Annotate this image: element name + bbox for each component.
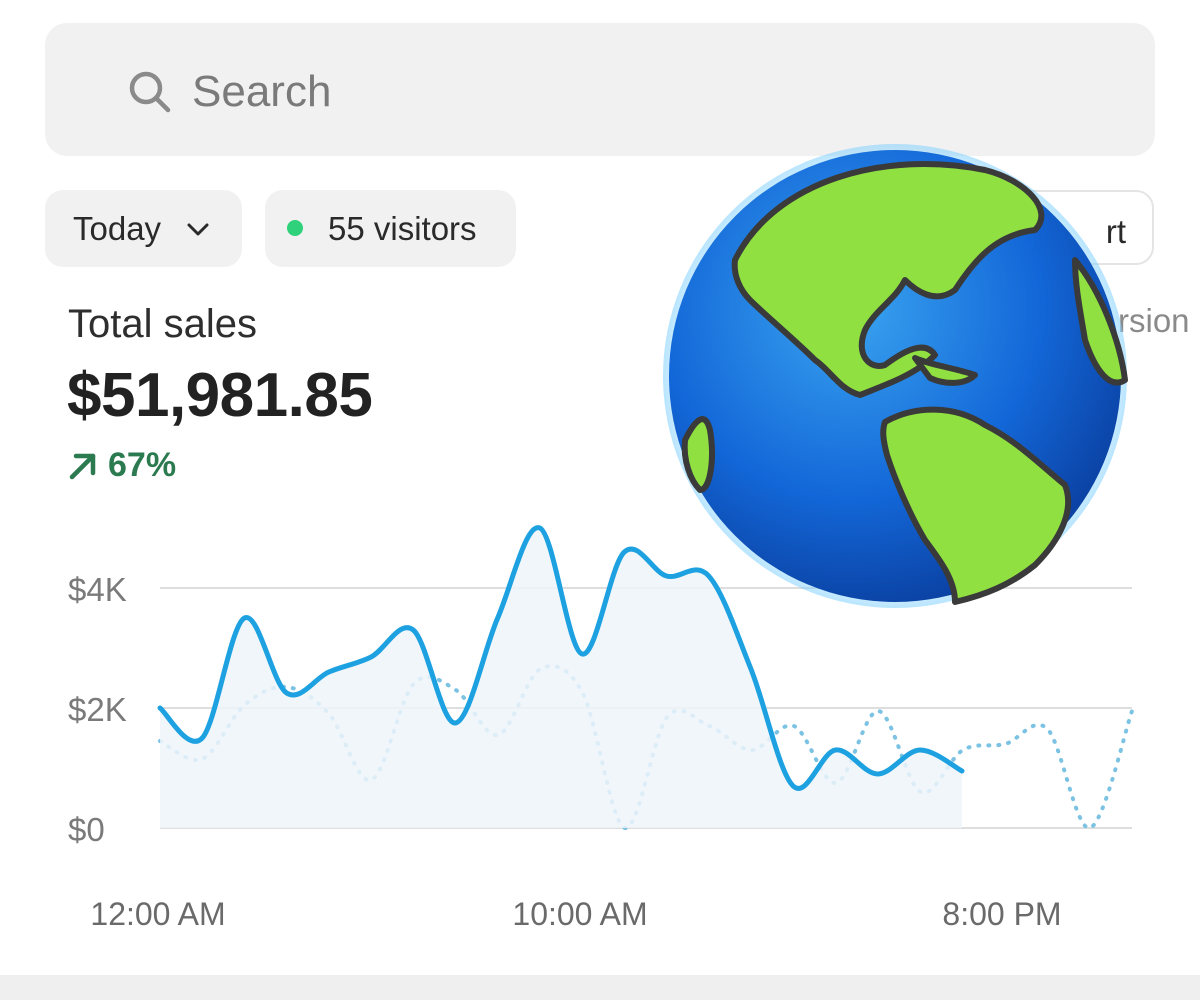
metric-change: 67% — [68, 446, 176, 485]
visitors-count: 55 visitors — [328, 210, 477, 247]
live-status-dot — [287, 220, 303, 236]
metric-title: Total sales — [68, 302, 257, 346]
globe-americas-icon — [663, 144, 1128, 608]
report-button-label: rt — [1105, 213, 1126, 250]
arrow-up-right-icon — [69, 453, 96, 479]
chevron-down-icon — [187, 223, 209, 236]
date-range-dropdown[interactable]: Today — [45, 190, 242, 267]
live-visitors-badge[interactable]: 55 visitors — [265, 190, 516, 267]
date-range-label: Today — [73, 210, 162, 247]
y-tick-label: $0 — [68, 811, 105, 848]
sales-line-chart: $0 $2K $4K 12:00 AM 10:00 AM 8:00 PM — [68, 525, 1134, 932]
y-tick-label: $2K — [68, 691, 127, 728]
conversion-label: rsion — [1118, 302, 1190, 339]
x-tick-label: 10:00 AM — [512, 896, 647, 932]
x-tick-label: 8:00 PM — [942, 896, 1061, 932]
x-tick-label: 12:00 AM — [90, 896, 225, 932]
search-input[interactable]: Search — [192, 67, 332, 116]
bottom-bar — [0, 975, 1200, 1000]
search-icon — [129, 71, 171, 113]
current-period-area — [160, 527, 962, 828]
search-bar[interactable]: Search — [45, 23, 1155, 156]
metric-value: $51,981.85 — [67, 361, 373, 430]
metric-change-value: 67% — [108, 446, 177, 484]
current-period-line — [157, 525, 965, 791]
y-tick-label: $4K — [68, 571, 127, 608]
